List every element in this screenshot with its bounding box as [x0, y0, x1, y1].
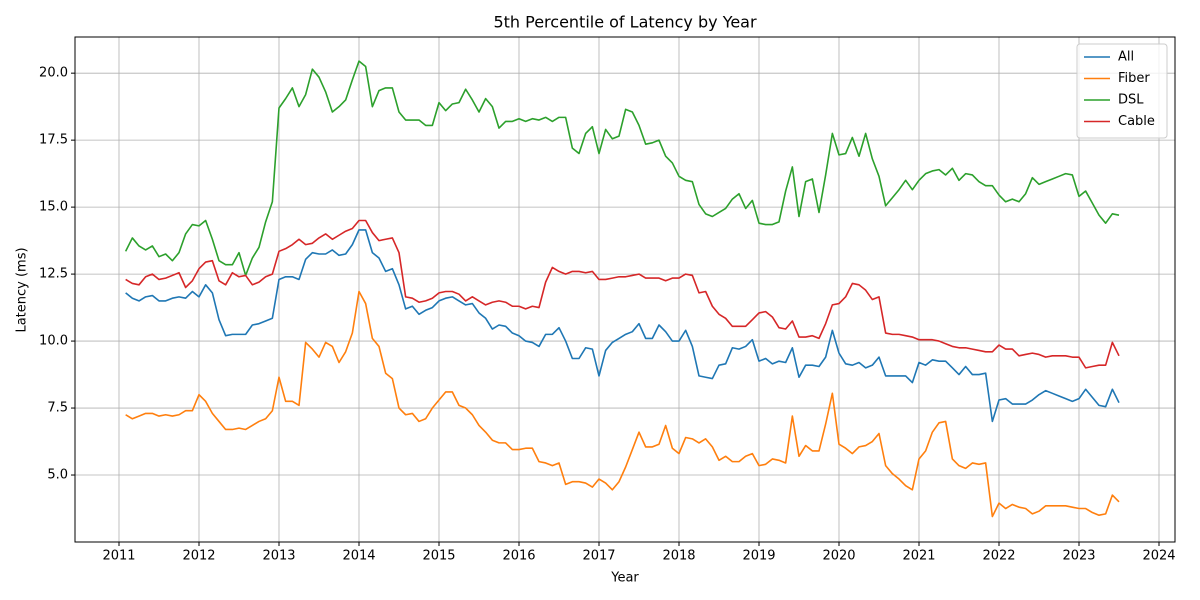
series-line [124, 60, 1120, 277]
x-tick-label: 2021 [902, 549, 935, 564]
x-axis-label: Year [610, 571, 639, 586]
y-axis-label: Latency (ms) [15, 247, 30, 332]
x-tick-label: 2012 [182, 549, 215, 564]
x-tick-label: 2023 [1062, 549, 1095, 564]
y-tick-label: 7.5 [47, 401, 68, 416]
x-tick-label: 2020 [822, 549, 855, 564]
y-tick-label: 17.5 [39, 133, 68, 148]
lines [124, 60, 1120, 518]
x-tick-label: 2015 [422, 549, 455, 564]
legend-label: Fiber [1118, 71, 1150, 86]
legend: All Fiber DSL Cable [1076, 43, 1168, 139]
legend-box [1076, 43, 1168, 139]
x-tick-label: 2013 [262, 549, 295, 564]
legend-label: Cable [1118, 114, 1155, 129]
y-tick-label: 12.5 [39, 267, 68, 282]
legend-label: DSL [1118, 93, 1144, 108]
x-tick-label: 2018 [662, 549, 695, 564]
y-tick-label: 10.0 [39, 334, 68, 349]
x-tick-label: 2014 [342, 549, 375, 564]
x-tick-label: 2017 [582, 549, 615, 564]
series-line [125, 219, 1120, 369]
axes: 2011 2012 2013 2014 2015 2016 2017 2018 2019 2020… [39, 66, 1176, 564]
chart-title: 5th Percentile of Latency by Year [493, 13, 757, 32]
grid [75, 37, 1175, 542]
y-tick-label: 20.0 [39, 66, 68, 81]
x-tick-label: 2016 [502, 549, 535, 564]
legend-label: All [1118, 50, 1134, 65]
y-tick-label: 5.0 [47, 468, 68, 483]
series-line [125, 229, 1120, 423]
x-tick-label: 2022 [982, 549, 1015, 564]
x-tick-label: 2011 [102, 549, 135, 564]
series-line [125, 290, 1120, 518]
x-tick-label: 2019 [742, 549, 775, 564]
y-tick-label: 15.0 [39, 200, 68, 215]
x-tick-label: 2024 [1142, 549, 1175, 564]
plot-frame [74, 36, 1176, 543]
